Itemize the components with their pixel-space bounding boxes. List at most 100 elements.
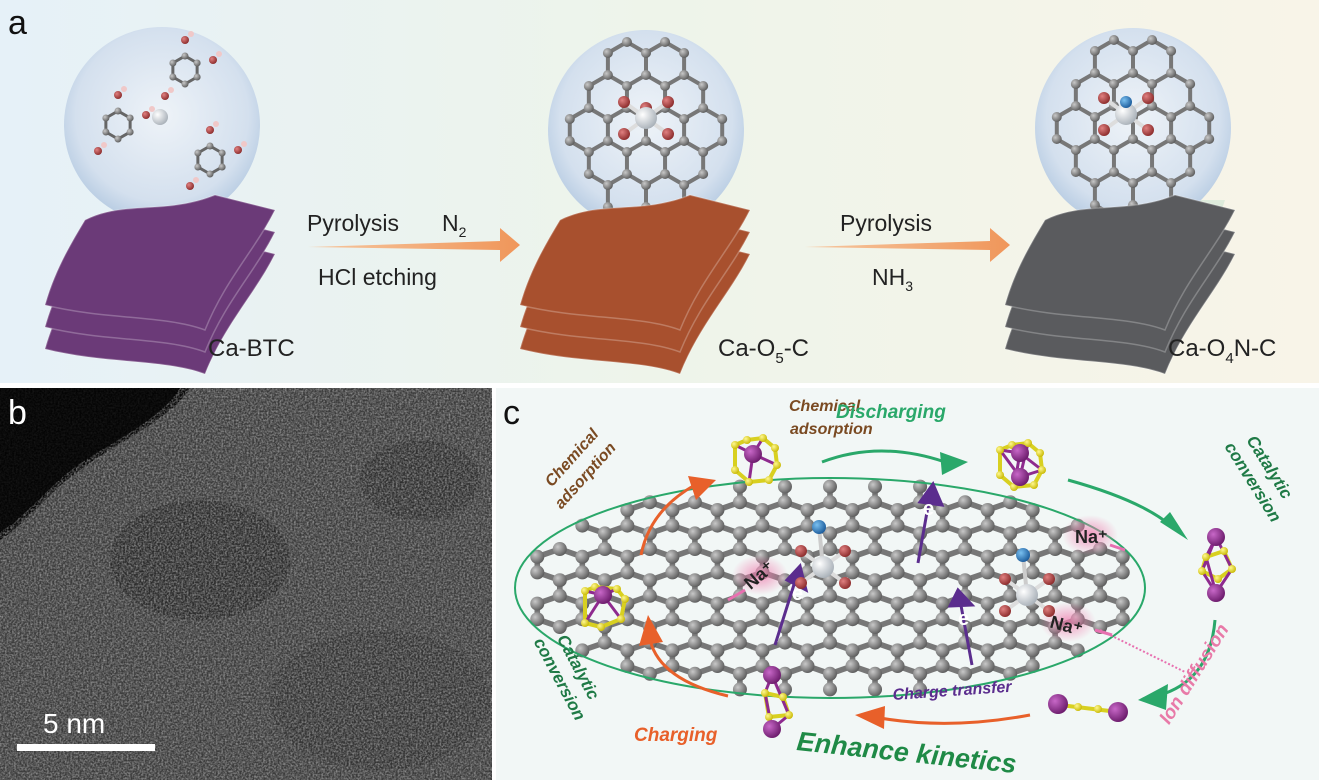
carbon-atom: [732, 542, 747, 556]
oxygen-atom: [662, 128, 674, 140]
label-chemical-adsorption-top-1: Chemical: [789, 398, 861, 415]
oxygen-atom: [999, 605, 1011, 617]
oxygen-atom: [186, 182, 194, 190]
carbon-atom: [1003, 620, 1018, 634]
carbon-atom: [823, 588, 837, 603]
carbon-atom: [935, 596, 950, 611]
carbon-atom: [1048, 526, 1063, 541]
carbon-atom: [126, 128, 134, 136]
carbon-atom: [1128, 178, 1138, 188]
carbon-atom: [777, 495, 792, 510]
carbon-atom: [1204, 112, 1215, 122]
carbon-atom: [958, 526, 973, 541]
carbon-atom: [1147, 79, 1158, 89]
carbon-atom: [710, 565, 725, 580]
label-charging: Charging: [634, 725, 718, 746]
carbon-atom: [1070, 565, 1085, 580]
carbon-atom: [641, 136, 651, 146]
carbon-atom: [642, 573, 657, 588]
carbon-atom: [958, 495, 973, 510]
arrowhead-icon: [1160, 512, 1188, 540]
step1-label-pyrolysis: Pyrolysis: [307, 210, 399, 236]
step2-label-gas: NH3: [872, 264, 913, 294]
sulfur-atom: [743, 436, 751, 444]
carbon-atom: [890, 549, 905, 564]
carbon-atom: [102, 114, 110, 122]
na-arrow-icon: [1109, 543, 1126, 552]
carbon-atom: [777, 526, 792, 541]
carbon-atom: [687, 588, 702, 603]
carbon-atom: [218, 163, 226, 171]
na-arrow-icon: [727, 588, 746, 602]
sulfur-atom: [765, 713, 773, 721]
oxygen-atom: [206, 126, 214, 134]
hydrogen-atom: [213, 121, 219, 127]
carbon-atom: [621, 169, 632, 179]
carbon-atom: [823, 620, 837, 634]
carbon-atom: [890, 612, 905, 627]
sodium-atom: [744, 445, 762, 463]
carbon-atom: [665, 565, 680, 580]
na-glow: [1062, 515, 1118, 555]
panel-a: a Pyrolysis N2 HCl etching Pyrolysis NH3…: [0, 0, 1319, 383]
electron-label: e: [958, 608, 969, 630]
carbon-atom: [583, 169, 594, 179]
hydrogen-atom: [216, 51, 222, 57]
carbon-atom: [717, 136, 728, 146]
oxygen-atom: [839, 577, 851, 589]
label-chemical-adsorption-top-2: adsorption: [790, 421, 873, 438]
carbon-atom: [665, 503, 680, 517]
btc-molecule-icon: [94, 31, 247, 190]
carbon-atom: [1128, 46, 1138, 56]
carbon-atom: [913, 588, 928, 603]
carbon-atom: [755, 596, 770, 611]
carbon-atom: [679, 136, 690, 146]
carbon-atom: [679, 70, 690, 80]
carbon-atom: [1025, 643, 1040, 658]
carbon-atom: [800, 596, 815, 611]
carbon-atom: [777, 479, 792, 494]
carbon-atom: [845, 659, 860, 673]
carbon-atom: [552, 542, 567, 556]
carbon-atom: [1003, 588, 1018, 603]
panel-b-stem-image: b 5 nm: [0, 388, 492, 780]
electron-label: e: [792, 583, 803, 605]
carbon-atom: [958, 542, 973, 556]
carbon-atom: [935, 643, 950, 658]
carbon-atom: [868, 635, 883, 650]
carbon-atom: [1051, 134, 1062, 144]
step1-label-gas: N2: [442, 210, 467, 240]
oxygen-atom: [1098, 92, 1110, 104]
carbon-atom: [602, 70, 613, 80]
carbon-atom: [980, 596, 995, 611]
carbon-atom: [1025, 503, 1040, 517]
carbon-atom: [642, 588, 657, 603]
carbon-atom: [800, 518, 815, 533]
oxygen-atom: [618, 128, 630, 140]
na-ion-label: Na⁺: [1075, 527, 1108, 547]
carbon-atom: [710, 518, 725, 533]
sulfur-atom: [785, 711, 793, 719]
electron-arrow-icon: [916, 480, 945, 564]
carbon-atom: [530, 612, 545, 627]
sulfur-atom: [773, 461, 781, 469]
electron-label: e: [923, 498, 934, 520]
carbon-atom: [218, 149, 226, 157]
sulfur-atom: [731, 466, 739, 474]
carbon-atom: [1070, 79, 1081, 89]
carbon-atom: [665, 612, 680, 627]
charge-arrow-top-left: [639, 483, 696, 556]
carbon-atom: [679, 114, 690, 124]
na-glow: [732, 555, 788, 595]
sulfur-atom: [731, 441, 739, 449]
carbon-atom: [530, 565, 545, 580]
carbon-atom: [660, 147, 671, 157]
carbon-atom: [868, 588, 883, 603]
carbon-atom: [530, 596, 545, 611]
carbon-atom: [1051, 112, 1062, 122]
carbon-atom: [800, 643, 815, 658]
layered-sheet: [44, 194, 277, 331]
carbon-atom: [890, 643, 905, 658]
carbon-atom: [126, 114, 134, 122]
carbon-atom: [958, 666, 973, 681]
